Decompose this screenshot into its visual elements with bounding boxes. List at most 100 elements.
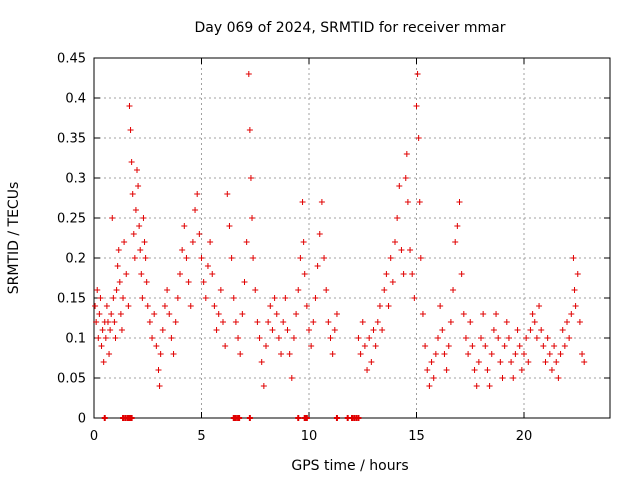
data-point [123, 271, 130, 277]
data-point [128, 159, 135, 165]
data-point [525, 359, 532, 365]
data-point [246, 127, 253, 133]
data-point [493, 311, 500, 317]
data-point [561, 343, 568, 349]
data-point [544, 335, 551, 341]
data-point [400, 271, 407, 277]
data-point [155, 367, 162, 373]
data-point [249, 215, 256, 221]
data-point [202, 295, 209, 301]
data-point [458, 271, 465, 277]
data-point [357, 351, 364, 357]
data-point [273, 311, 280, 317]
data-point [553, 359, 560, 365]
data-point [250, 255, 257, 261]
data-point [100, 359, 107, 365]
data-point [230, 295, 237, 301]
data-point [385, 303, 392, 309]
data-point [286, 351, 293, 357]
data-point [143, 279, 150, 285]
data-point [102, 335, 109, 341]
data-point [232, 319, 239, 325]
data-point [183, 255, 190, 261]
data-point [478, 335, 484, 341]
data-point [508, 359, 515, 365]
data-point [293, 311, 300, 317]
data-point [179, 247, 186, 253]
data-point [407, 247, 414, 253]
data-point [187, 303, 194, 309]
data-point [430, 375, 437, 381]
data-point [115, 247, 122, 253]
data-point [95, 335, 102, 341]
data-point [435, 335, 441, 341]
data-point [198, 255, 205, 261]
data-point [518, 367, 525, 373]
data-point [514, 327, 521, 333]
data-point [243, 239, 250, 245]
x-tick-label: 5 [197, 429, 205, 444]
data-point [278, 351, 285, 357]
data-point [303, 303, 310, 309]
data-point [521, 351, 527, 357]
data-point [443, 367, 450, 373]
data-point [170, 351, 177, 357]
data-point [131, 255, 138, 261]
data-point [574, 271, 581, 277]
data-point [260, 383, 267, 389]
data-point [189, 239, 196, 245]
data-point [159, 327, 166, 333]
x-tick-label: 10 [301, 429, 318, 444]
data-point [419, 311, 426, 317]
data-point [136, 223, 143, 229]
data-point [192, 207, 199, 213]
data-point [117, 311, 124, 317]
data-point [220, 319, 226, 325]
data-point [132, 207, 139, 213]
data-point [557, 351, 564, 357]
data-point [245, 71, 252, 77]
data-point [564, 319, 570, 325]
data-point [271, 295, 278, 301]
data-point [359, 319, 366, 325]
data-point [404, 199, 411, 205]
data-point [106, 351, 113, 357]
x-tick-label: 15 [408, 429, 425, 444]
data-point [280, 319, 287, 325]
data-point [447, 319, 454, 325]
data-point [139, 295, 146, 301]
data-point [310, 319, 317, 325]
data-point [120, 295, 127, 301]
data-point [177, 271, 183, 277]
data-point [555, 375, 562, 381]
data-point [96, 311, 103, 317]
data-point [168, 335, 175, 341]
data-point [376, 303, 383, 309]
data-point [207, 239, 214, 245]
data-point [471, 367, 478, 373]
data-point [422, 343, 429, 349]
data-point [566, 335, 573, 341]
data-point [475, 359, 482, 365]
data-point [409, 271, 416, 277]
data-point [172, 319, 179, 325]
data-point [486, 383, 493, 389]
data-point [235, 335, 242, 341]
data-point [137, 247, 144, 253]
data-point [217, 287, 224, 293]
y-tick-label: 0.35 [57, 132, 86, 147]
data-point [300, 239, 307, 245]
data-point [523, 335, 530, 341]
data-point [490, 327, 497, 333]
data-point [426, 383, 433, 389]
data-point [269, 327, 276, 333]
data-point [239, 311, 246, 317]
data-point [226, 223, 233, 229]
data-point [109, 215, 116, 221]
data-point [114, 263, 121, 269]
data-point [144, 303, 151, 309]
data-point [568, 311, 575, 317]
data-point [413, 103, 420, 109]
data-point [290, 335, 297, 341]
